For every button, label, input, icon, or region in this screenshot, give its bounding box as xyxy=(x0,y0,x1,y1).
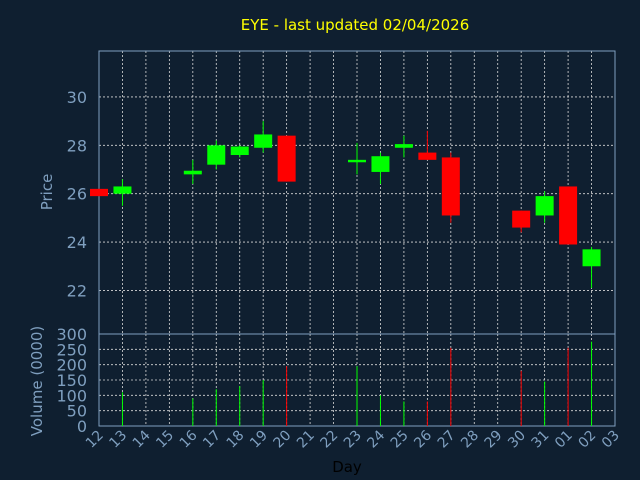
volume-axis-label: Volume (0000) xyxy=(28,326,46,436)
volume-tick-label: 100 xyxy=(56,386,87,405)
x-axis-label: Day xyxy=(332,458,362,476)
price-tick-label: 24 xyxy=(67,233,87,252)
x-tick-label: 15 xyxy=(153,428,177,452)
candle-body-down xyxy=(512,210,531,228)
candle-body-up xyxy=(254,134,273,148)
candle-body-down xyxy=(90,188,108,197)
candle-body-up xyxy=(183,170,202,175)
volume-tick-label: 300 xyxy=(56,325,87,344)
x-tick-label: 30 xyxy=(505,428,529,452)
price-tick-label: 22 xyxy=(67,281,87,300)
candle-body-up xyxy=(113,186,132,194)
candle-body-down xyxy=(559,186,578,245)
x-tick-label: 02 xyxy=(575,428,599,452)
candle-body-down xyxy=(418,152,437,160)
candle-body-up xyxy=(371,156,390,172)
x-tick-label: 01 xyxy=(552,428,576,452)
x-tick-label: 17 xyxy=(200,428,224,452)
x-tick-label: 25 xyxy=(388,428,412,452)
volume-tick-label: 50 xyxy=(67,402,87,421)
x-tick-label: 13 xyxy=(106,428,130,452)
x-tick-label: 20 xyxy=(271,428,295,452)
x-tick-label: 18 xyxy=(224,428,248,452)
price-axis-label: Price xyxy=(38,174,56,211)
x-tick-label: 29 xyxy=(482,428,506,452)
x-tick-label: 27 xyxy=(435,428,459,452)
x-tick-label: 21 xyxy=(294,428,318,452)
x-tick-label: 22 xyxy=(317,428,341,452)
volume-tick-label: 150 xyxy=(56,371,87,390)
price-tick-label: 26 xyxy=(67,185,87,204)
x-tick-label: 03 xyxy=(599,428,623,452)
x-tick-label: 23 xyxy=(341,428,365,452)
chart-layers: 12 13 14 15 16 17 18 19 20 21 22 23 24 25 26 27 28 29 30 31… xyxy=(56,50,623,452)
candle-body-up xyxy=(230,146,249,156)
x-tick-label: 28 xyxy=(458,428,482,452)
x-tick-label: 14 xyxy=(130,427,154,451)
volume-tick-label: 250 xyxy=(56,340,87,359)
candle-body-up xyxy=(535,196,554,216)
volume-tick-label: 0 xyxy=(77,417,87,436)
price-tick-label: 28 xyxy=(67,136,87,155)
x-tick-label: 24 xyxy=(364,427,388,451)
x-tick-label: 31 xyxy=(529,428,553,452)
candle-body-up xyxy=(207,145,226,165)
x-tick-label: 16 xyxy=(177,427,201,451)
candle-body-up xyxy=(348,159,366,163)
volume-tick-label: 200 xyxy=(56,356,87,375)
chart-title: EYE - last updated 02/04/2026 xyxy=(241,16,470,34)
candle-body-up xyxy=(394,144,413,148)
candle-body-down xyxy=(277,135,296,182)
x-tick-label: 19 xyxy=(247,428,271,452)
x-tick-label: 26 xyxy=(411,427,435,451)
candle-body-down xyxy=(441,157,460,216)
candle-body-up xyxy=(582,249,601,267)
price-tick-label: 30 xyxy=(67,88,87,107)
